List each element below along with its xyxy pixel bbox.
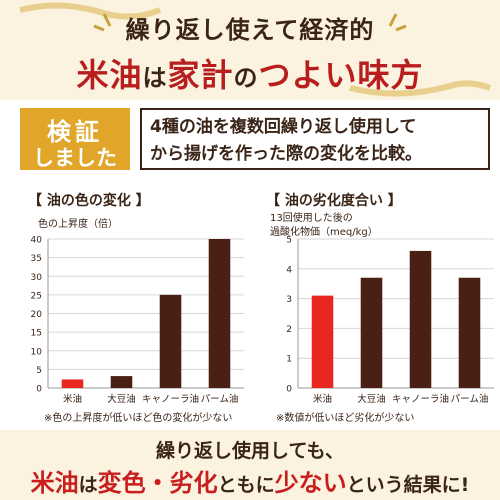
title-part3: 家計 (167, 56, 234, 94)
chart1-xtick: 米油 (63, 393, 82, 405)
footer-less: 少ない (274, 469, 347, 497)
sparkle-icon (93, 13, 407, 32)
verify-text-line1: 4種の油を複数回繰り返し使用して (150, 117, 417, 137)
title-part1: 米油 (76, 56, 143, 94)
chart1-ytick: 0 (36, 385, 42, 395)
header-title: 米油は家計のつよい味方 (0, 50, 500, 96)
chart2-bar-4 (458, 277, 481, 388)
footer-line1: 繰り返し使用しても、 (156, 440, 344, 462)
footer-particle1: は (78, 474, 98, 496)
chart2-ytick: 2 (286, 325, 292, 335)
chart1-bar-3 (159, 294, 182, 388)
title-part2: は (142, 64, 168, 92)
chart2-ytick: 3 (286, 295, 292, 305)
chart2-xtick: パーム油 (451, 393, 489, 405)
chart2-deterioration: 0 1 2 3 4 5 米油 大豆油 キャノーラ油 パーム油 (286, 236, 494, 405)
chart1-ytick: 5 (36, 366, 42, 376)
footer-change: 変色・劣化 (97, 469, 218, 497)
chart1-bar-4 (208, 239, 231, 388)
verify-text-line2: から揚げを作った際の変化を比較。 (150, 144, 422, 164)
chart2-ytick: 0 (286, 385, 292, 395)
footer-banner: 繰り返し使用しても、 米油は変色・劣化ともに少ないという結果に! (0, 430, 500, 500)
title-part5: つよい味方 (258, 56, 424, 94)
footer-line2: 米油は変色・劣化ともに少ないという結果に! (0, 463, 500, 498)
chart1-xtick: キャノーラ油 (142, 393, 199, 405)
chart1-ytick: 20 (31, 310, 43, 320)
title-part4: の (233, 64, 259, 92)
header-decoration (19, 2, 492, 97)
header-subtitle: 繰り返し使えて経済的 (125, 16, 375, 44)
chart1-bar-2 (110, 376, 133, 388)
chart2-note: ※数値が低いほど劣化が少ない (276, 413, 415, 424)
chart2-bar-1 (311, 295, 334, 388)
chart1-ytick: 25 (31, 291, 42, 301)
chart1-xtick: 大豆油 (107, 393, 136, 405)
chart2-ytick: 4 (286, 265, 292, 275)
chart1-ytick: 35 (31, 254, 42, 264)
chart1-title: 【 油の色の変化 】 (28, 193, 150, 209)
chart1-ytick: 30 (31, 273, 43, 283)
chart2-ytick: 5 (286, 236, 292, 246)
chart2-bar-2 (360, 277, 383, 388)
chart1-color-change: 0 5 10 15 20 25 30 35 40 米油 大豆油 キャノーラ油 パーム油 (31, 236, 244, 405)
chart2-title: 【 油の劣化度合い 】 (266, 193, 402, 209)
chart1-ytick: 40 (31, 236, 43, 246)
header-banner: 繰り返し使えて経済的 米油は家計のつよい味方 (0, 0, 500, 100)
chart1-bar-1 (61, 379, 84, 388)
chart1-note: ※色の上昇度が低いほど色の変化が少ない (44, 413, 233, 424)
verify-badge-line1: 検証 (47, 118, 103, 146)
chart2-ylabel-line1: 13回使用した後の (270, 213, 353, 224)
footer-particle2: ともに (217, 474, 275, 496)
chart1-xtick: パーム油 (201, 393, 239, 405)
chart2-bar-3 (409, 250, 432, 388)
verify-description: 4種の油を複数回繰り返し使用して から揚げを作った際の変化を比較。 (140, 108, 490, 170)
verify-badge: 検証 しました (20, 108, 130, 170)
verify-badge-line2: しました (33, 146, 117, 170)
footer-result: という結果に! (346, 474, 470, 496)
chart2-xtick: 米油 (313, 393, 332, 405)
chart2-ylabel-line2: 過酸化物価（meq/kg） (270, 227, 378, 238)
chart2-ytick: 1 (286, 355, 292, 365)
chart1-ylabel: 色の上昇度（倍） (38, 219, 118, 230)
chart2-xtick: 大豆油 (357, 393, 386, 405)
chart1-ytick: 15 (31, 329, 42, 339)
footer-rice-oil: 米油 (30, 469, 79, 497)
chart2-xtick: キャノーラ油 (392, 393, 449, 405)
chart1-ytick: 10 (31, 347, 43, 357)
